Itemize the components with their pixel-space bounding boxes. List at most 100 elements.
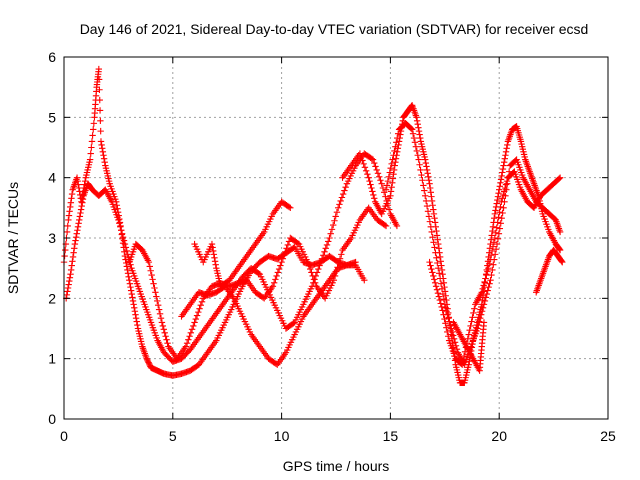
data-point: [484, 268, 491, 275]
data-point: [287, 204, 294, 212]
data-point: [408, 126, 416, 133]
data-point: [496, 208, 503, 216]
data-point: [370, 191, 377, 199]
data-point: [437, 258, 444, 265]
data-point: [155, 306, 163, 313]
x-tick-label: 20: [491, 428, 507, 444]
data-point: [64, 288, 71, 295]
data-point: [409, 130, 417, 137]
data-point: [481, 278, 488, 286]
data-point: [368, 155, 375, 162]
data-point: [413, 147, 421, 155]
data-point: [68, 195, 75, 202]
data-point: [439, 271, 446, 278]
data-point: [490, 239, 498, 246]
data-point: [116, 220, 123, 227]
data-point: [494, 219, 501, 226]
data-point: [500, 162, 507, 169]
data-series-4: [178, 261, 368, 368]
data-point: [73, 230, 80, 237]
data-point: [118, 230, 126, 237]
data-point: [96, 86, 103, 93]
data-point: [486, 256, 494, 263]
data-point: [413, 117, 421, 124]
data-point: [501, 184, 509, 192]
data-point: [209, 244, 216, 251]
data-point: [449, 332, 457, 339]
data-point: [499, 195, 506, 202]
data-point: [304, 258, 311, 266]
data-point: [62, 246, 69, 254]
data-point: [74, 227, 81, 234]
data-point: [119, 233, 127, 241]
data-point: [464, 335, 472, 343]
data-point: [428, 197, 436, 205]
grid-lines: [64, 57, 608, 419]
data-point: [75, 181, 82, 188]
data-point: [66, 274, 74, 281]
x-tick-label: 5: [169, 428, 177, 444]
data-point: [388, 183, 395, 191]
data-point: [95, 65, 103, 73]
data-point: [414, 121, 421, 128]
data-point: [73, 174, 81, 181]
data-point: [162, 333, 169, 340]
data-point: [122, 259, 130, 267]
data-point: [427, 262, 434, 269]
data-point: [487, 252, 495, 259]
data-point: [500, 188, 508, 195]
data-point: [436, 253, 444, 261]
y-tick-label: 1: [48, 351, 56, 367]
data-point: [364, 171, 371, 178]
data-point: [436, 275, 444, 282]
data-point: [489, 223, 497, 230]
data-point: [210, 247, 217, 255]
data-point: [66, 277, 73, 285]
data-point: [88, 144, 95, 151]
data-point: [480, 301, 488, 308]
data-point: [67, 199, 75, 206]
data-point: [389, 156, 396, 163]
data-point: [66, 208, 73, 215]
data-point: [72, 237, 79, 244]
data-point: [336, 201, 343, 208]
data-point: [151, 284, 158, 292]
data-point: [65, 212, 73, 219]
data-point: [332, 213, 339, 220]
data-point: [394, 130, 402, 137]
data-point: [498, 198, 505, 205]
data-point: [369, 188, 376, 195]
data-point: [478, 308, 486, 315]
data-point: [417, 134, 424, 142]
data-point: [426, 180, 433, 187]
data-point: [198, 298, 206, 305]
data-point: [501, 155, 508, 162]
data-point: [386, 169, 393, 176]
data-point: [426, 184, 434, 192]
data-point: [327, 230, 334, 237]
data-point: [125, 273, 132, 280]
data-point: [328, 226, 336, 233]
data-point: [427, 189, 435, 196]
data-point: [309, 272, 316, 280]
data-point: [438, 285, 446, 293]
data-point: [97, 127, 104, 135]
data-point: [492, 229, 499, 237]
data-point: [372, 163, 379, 170]
data-point: [556, 246, 564, 254]
data-point: [465, 331, 472, 338]
y-tick-label: 6: [48, 49, 56, 65]
data-point: [208, 240, 216, 248]
data-point: [382, 186, 390, 193]
data-point: [434, 259, 441, 267]
data-point: [313, 269, 321, 276]
data-point: [185, 336, 192, 343]
data-point: [338, 194, 346, 201]
data-point: [433, 227, 440, 235]
data-point: [439, 290, 447, 298]
data-point: [443, 324, 450, 331]
data-point: [68, 190, 76, 198]
data-point: [423, 163, 430, 170]
data-point: [67, 266, 75, 274]
data-point: [435, 245, 443, 252]
